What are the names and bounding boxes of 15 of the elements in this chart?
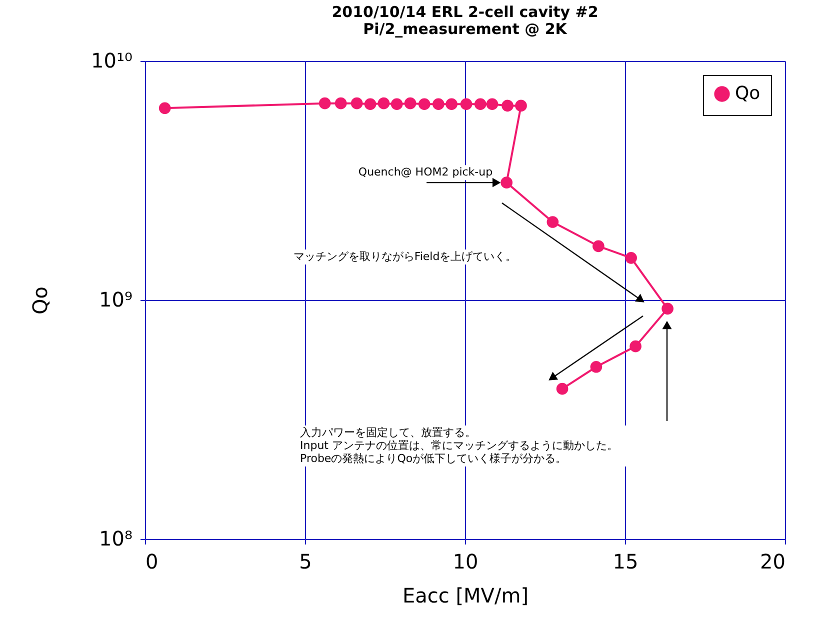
y-tick-label: 10⁹	[99, 288, 132, 312]
legend-label: Qo	[735, 83, 760, 104]
annotation: 入力パワーを固定して、放置する。 Input アンテナの位置は、常にマッチングするように動かした。 Probeの発熱によりQoが低下していく様子が分かる。	[300, 426, 618, 465]
chart-title: 2010/10/14 ERL 2-cell cavity #2 Pi/2_measurement @ 2K	[332, 3, 598, 38]
y-tick-label: 10¹⁰	[91, 48, 132, 72]
x-tick-label: 10	[452, 550, 478, 574]
x-tick-label: 20	[760, 550, 786, 574]
annotation: マッチングを取りながらFieldを上げていく。	[293, 250, 517, 263]
x-tick-label: 5	[299, 550, 312, 574]
x-axis-title: Eacc [MV/m]	[402, 584, 529, 608]
annotation: Quench@ HOM2 pick-up	[358, 166, 493, 179]
x-tick-label: 15	[612, 550, 638, 574]
y-tick-label: 10⁸	[99, 526, 132, 550]
y-axis-title: Qo	[28, 286, 52, 314]
x-tick-label: 0	[146, 550, 158, 574]
